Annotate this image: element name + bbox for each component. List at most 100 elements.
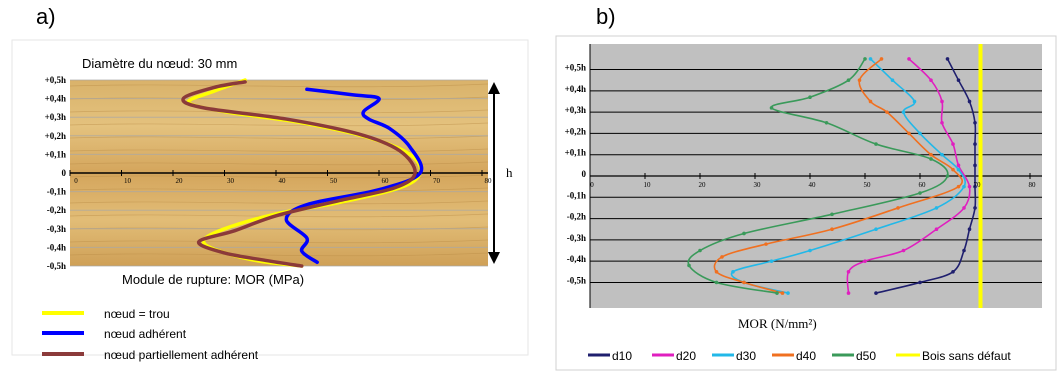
data-point-d40 [929, 152, 933, 157]
data-point-d50 [769, 106, 774, 110]
y-tick-label: +0,2h [565, 126, 586, 136]
data-point-d50 [687, 263, 691, 268]
wood-grain [69, 135, 489, 140]
x-tick-label: 10 [124, 177, 132, 185]
data-point-d50 [929, 157, 933, 161]
chart-a-xlabel: Module de rupture: MOR (MPa) [122, 272, 304, 287]
legend-label: nœud partiellement adhérent [104, 348, 259, 362]
data-point-d20 [901, 248, 906, 253]
data-point-d50 [874, 142, 878, 146]
x-tick-label: 20 [176, 177, 184, 185]
y-tick-label: -0,4h [47, 242, 66, 252]
x-tick-label: 40 [279, 177, 287, 185]
y-tick-label: -0,1h [567, 190, 586, 200]
data-point-d30 [769, 259, 774, 263]
data-point-d50 [698, 248, 702, 253]
data-point-d20 [907, 57, 911, 61]
data-point-d20 [929, 78, 933, 82]
data-point-d10 [956, 78, 961, 82]
data-point-d30 [731, 270, 735, 274]
data-point-d40 [714, 270, 719, 274]
data-point-d30 [940, 152, 944, 157]
y-tick-label: +0,4h [565, 84, 586, 94]
data-point-d40 [868, 99, 873, 104]
data-point-d30 [808, 248, 812, 253]
y-tick-label: -0,5h [567, 275, 586, 285]
data-point-d30 [934, 206, 939, 210]
y-tick-label: +0,3h [565, 105, 586, 115]
legend-label: nœud adhérent [104, 327, 187, 341]
legend-label: d20 [676, 349, 696, 363]
data-point-d20 [846, 270, 851, 274]
data-point-d20 [967, 184, 972, 189]
data-point-d10 [973, 163, 977, 168]
y-tick-label: -0,2h [47, 205, 66, 215]
y-tick-label: +0,2h [45, 131, 66, 141]
x-tick-label: 20 [699, 181, 707, 189]
x-tick-label: 60 [919, 181, 927, 189]
y-tick-label: +0,1h [565, 148, 586, 158]
legend-label: d30 [736, 349, 756, 363]
x-tick-label: 40 [809, 181, 817, 189]
data-point-d10 [967, 99, 972, 104]
wood-grain [69, 187, 489, 192]
data-point-d10 [945, 57, 950, 61]
data-point-d10 [918, 280, 922, 285]
wood-grain [69, 148, 489, 153]
data-point-d20 [962, 206, 966, 210]
wood-grain [69, 239, 489, 244]
data-point-d30 [901, 110, 906, 114]
y-tick-label: -0,2h [567, 212, 586, 222]
data-point-d40 [780, 291, 785, 295]
chart-b-xlabel: MOR (N/mm²) [738, 316, 817, 331]
data-point-d40 [907, 131, 911, 136]
series-d40 [713, 58, 963, 294]
data-point-d30 [918, 131, 922, 136]
chart-a: +0,5h +0,4h +0,3h +0,2h +0,1h 0 -0,1h -0,2h -0,3… [11, 39, 529, 362]
data-point-d30 [786, 291, 790, 295]
data-point-d50 [863, 57, 867, 61]
wood-grain [69, 161, 489, 166]
data-point-d50 [846, 78, 851, 82]
x-tick-label: 50 [864, 181, 872, 189]
data-point-d20 [934, 227, 939, 232]
y-tick-label: -0,5h [47, 261, 66, 271]
data-point-d40 [956, 184, 961, 189]
data-point-d40 [951, 167, 955, 172]
data-point-d30 [868, 57, 873, 61]
series-line-noeud-adherent [284, 87, 424, 265]
data-point-d30 [890, 78, 895, 82]
panel-b-label: b) [596, 4, 616, 29]
data-point-d50 [742, 231, 746, 236]
data-point-d40 [879, 57, 884, 61]
x-tick-label: 60 [382, 177, 390, 185]
data-point-d20 [951, 142, 955, 146]
x-tick-label: 70 [433, 177, 441, 185]
data-point-d20 [940, 120, 944, 125]
legend-label: Bois sans défaut [922, 349, 1011, 363]
chart-a-title: Diamètre du nœud: 30 mm [82, 56, 237, 71]
wood-grain [69, 122, 489, 127]
data-point-d30 [962, 184, 966, 189]
data-point-d20 [940, 99, 944, 104]
data-point-d50 [918, 191, 922, 195]
x-tick-label: 10 [644, 181, 652, 189]
x-tick-label: 0 [74, 177, 78, 185]
y-tick-label: +0,5h [565, 63, 586, 73]
data-point-d20 [846, 291, 851, 295]
data-point-d10 [973, 120, 977, 125]
y-tick-label: +0,4h [45, 94, 66, 104]
data-point-d40 [764, 242, 768, 246]
wood-grain [69, 200, 489, 205]
y-tick-label: -0,3h [47, 224, 66, 234]
y-tick-label: 0 [62, 168, 67, 178]
y-tick-label: +0,1h [45, 149, 66, 159]
data-point-d40 [896, 206, 900, 210]
data-point-d50 [808, 95, 812, 100]
data-point-d50 [714, 280, 719, 285]
data-point-d40 [857, 78, 862, 82]
legend-label: d50 [856, 349, 876, 363]
x-tick-label: 0 [590, 181, 594, 189]
y-tick-label: -0,3h [567, 233, 586, 243]
